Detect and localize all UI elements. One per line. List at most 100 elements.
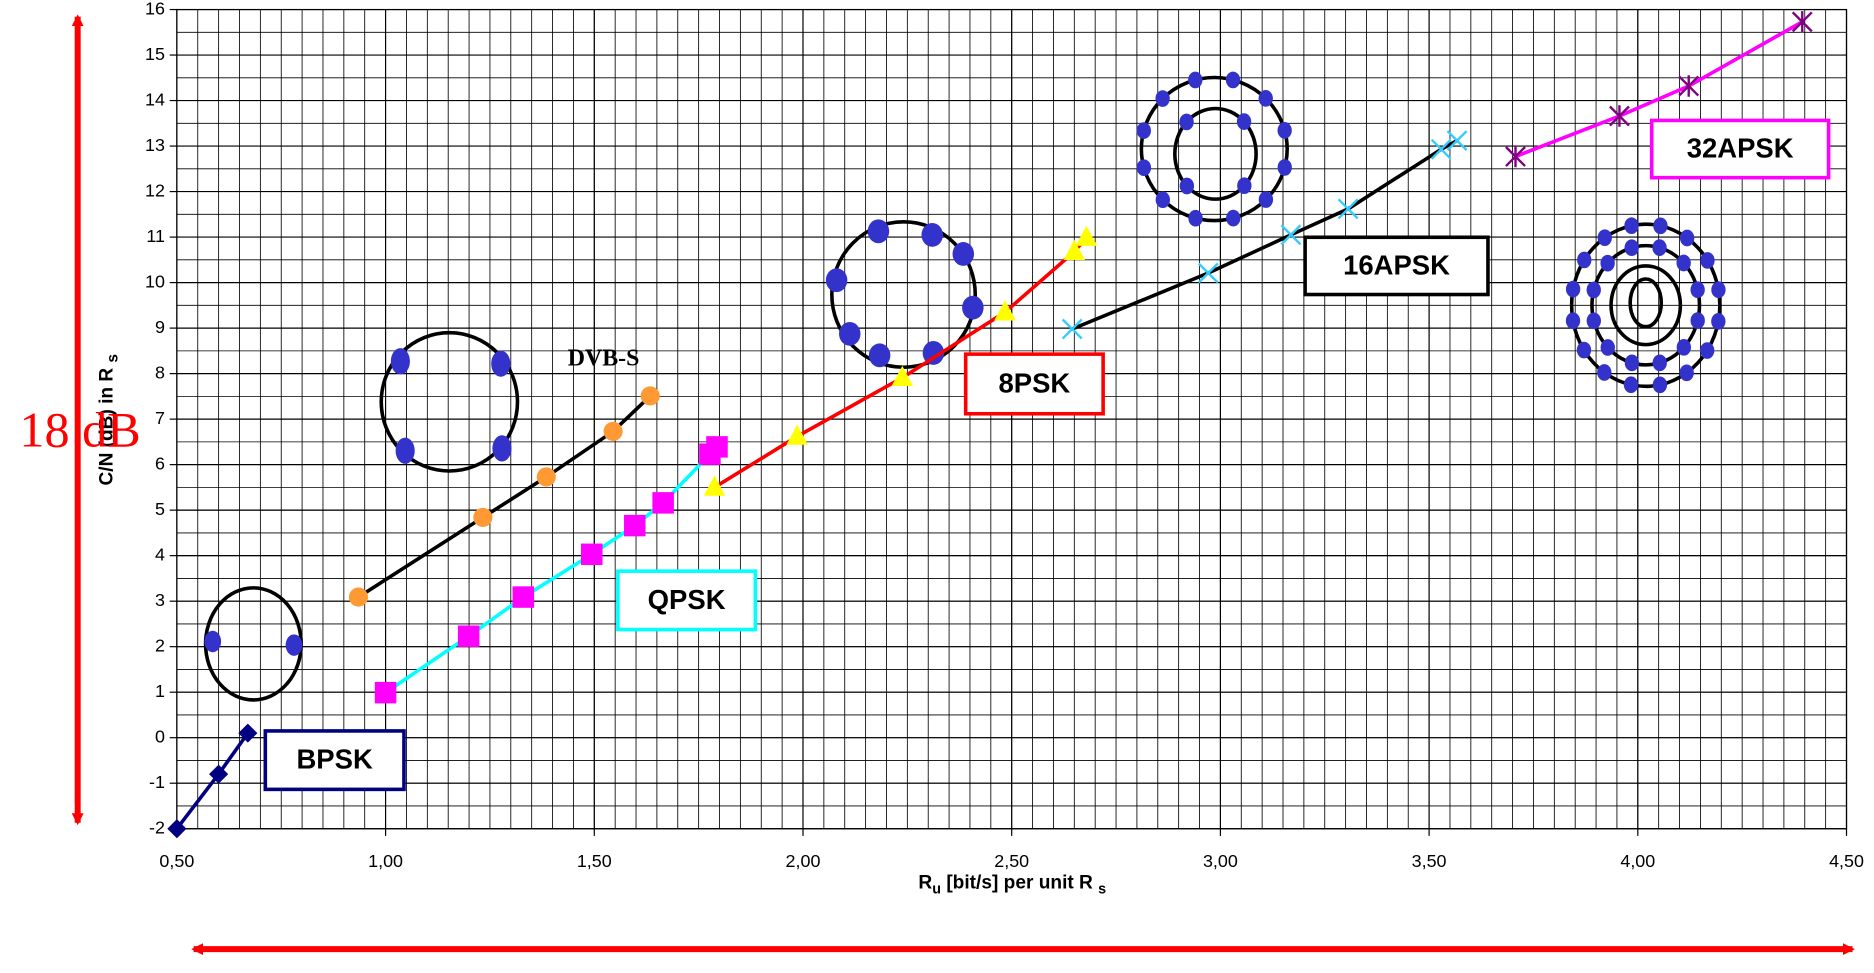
x-axis-label: Ru [bit/s] per unit R s (918, 873, 1106, 898)
constellation-point (1237, 113, 1251, 130)
data-point (458, 625, 480, 646)
constellation-point (1700, 252, 1714, 269)
data-point (581, 544, 603, 565)
constellation-point (839, 322, 861, 346)
constellation-point (1677, 255, 1691, 272)
constellation-point (1180, 178, 1194, 195)
constellation-point (1700, 342, 1714, 359)
constellation-point (921, 223, 943, 247)
y-tick-label: 12 (145, 180, 165, 200)
y-tick-label: 4 (155, 544, 165, 564)
x-tick-label: 3,50 (1412, 851, 1447, 871)
constellation-point (1179, 114, 1193, 131)
x-label-part: R (918, 873, 932, 894)
constellation-point (1137, 159, 1151, 176)
series-label: 32APSK (1687, 133, 1794, 164)
data-point (641, 386, 660, 405)
constellation-point (1237, 177, 1251, 194)
constellation-point (1624, 376, 1638, 393)
x-tick-label: 4,50 (1829, 851, 1864, 871)
x-label-part: [bit/s] per unit R (941, 873, 1098, 894)
y-tick-label: 1 (155, 681, 165, 701)
data-point (473, 508, 492, 527)
constellation-point (1601, 339, 1615, 356)
constellation-point (1598, 229, 1612, 246)
data-point (604, 422, 623, 441)
y-tick-label: 3 (155, 590, 165, 610)
data-point (624, 515, 646, 536)
x-tick-label: 3,00 (1203, 851, 1238, 871)
constellation-point (1691, 312, 1705, 329)
y-tick-label: 16 (145, 0, 165, 18)
data-point (513, 586, 535, 607)
constellation-point (391, 348, 410, 374)
constellation-point (1188, 210, 1202, 227)
constellation-point (962, 296, 984, 320)
data-point (375, 682, 397, 703)
y-tick-label: 5 (155, 499, 165, 519)
constellation-point (1711, 281, 1725, 298)
x-tick-label: 2,00 (786, 851, 821, 871)
constellation-point (1277, 122, 1291, 139)
series-label: 8PSK (999, 367, 1071, 398)
x-tick-label: 0,50 (159, 851, 194, 871)
y-tick-label: 14 (145, 89, 165, 109)
constellation-point (1653, 376, 1667, 393)
constellation-point (491, 351, 510, 377)
constellation-point (1188, 72, 1202, 89)
chart: 0,501,001,502,002,503,003,504,004,50-2-1… (0, 0, 1874, 973)
series-label: 16APSK (1343, 249, 1450, 280)
x-label-sub: u (932, 881, 941, 897)
constellation-point (1577, 252, 1591, 269)
constellation-point (1600, 255, 1614, 272)
constellation-point (1625, 355, 1639, 372)
y-tick-label: 13 (145, 135, 165, 155)
constellation-point (1625, 239, 1639, 256)
constellation-point (826, 268, 848, 292)
series-label: QPSK (648, 584, 726, 615)
annotation: 18 dB (19, 402, 140, 458)
data-point (537, 467, 556, 486)
constellation-point (1566, 312, 1580, 329)
constellation-point (1278, 159, 1292, 176)
data-point (652, 492, 674, 513)
y-tick-label: 7 (155, 408, 165, 428)
x-tick-label: 1,00 (368, 851, 403, 871)
constellation-point (204, 631, 221, 652)
x-tick-label: 1,50 (577, 851, 612, 871)
y-tick-label: 2 (155, 635, 165, 655)
constellation-point (396, 438, 415, 464)
constellation-point (492, 435, 511, 461)
constellation-point (1137, 122, 1151, 139)
constellation-point (1226, 72, 1240, 89)
constellation-point (953, 242, 975, 266)
y-tick-label: 15 (145, 44, 165, 64)
constellation-point (286, 634, 303, 655)
x-tick-label: 4,00 (1620, 851, 1655, 871)
constellation-point (1566, 281, 1580, 298)
constellation-point (1711, 313, 1725, 330)
constellation-point (1597, 364, 1611, 381)
constellation-point (868, 219, 890, 243)
y-label-sub: s (105, 354, 122, 363)
data-point (349, 588, 368, 607)
constellation-point (1587, 312, 1601, 329)
constellation-point (1259, 191, 1273, 208)
data-point (706, 436, 728, 457)
constellation-point (1155, 90, 1169, 107)
constellation-point (1577, 342, 1591, 359)
constellation-point (1653, 217, 1667, 234)
y-tick-label: 0 (155, 726, 165, 746)
y-tick-label: 8 (155, 362, 165, 382)
y-tick-label: 11 (146, 226, 165, 246)
y-tick-label: -2 (149, 817, 165, 837)
constellation-point (1259, 90, 1273, 107)
constellation-point (1677, 339, 1691, 356)
constellation-point (1624, 217, 1638, 234)
constellation-point (1226, 210, 1240, 227)
constellation-point (1587, 282, 1601, 299)
constellation-point (1679, 364, 1693, 381)
y-tick-label: -1 (149, 772, 165, 792)
constellation-point (1680, 230, 1694, 247)
